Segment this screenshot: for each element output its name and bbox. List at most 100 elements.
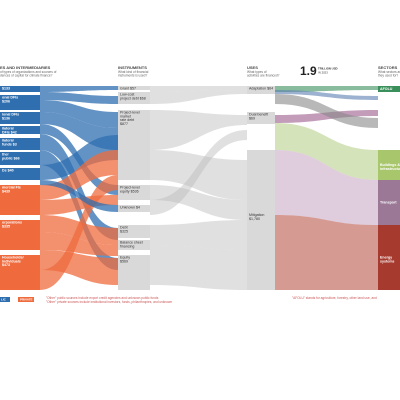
instrument-node xyxy=(118,255,150,290)
sector-node xyxy=(378,86,400,92)
sector-label: systems xyxy=(380,259,394,263)
flow xyxy=(275,123,378,180)
flow xyxy=(150,110,247,150)
legend-public xyxy=(0,297,10,302)
source-node xyxy=(0,185,40,215)
flow xyxy=(275,94,378,128)
instrument-node xyxy=(118,225,150,238)
instrument-label: project debt $68 xyxy=(120,96,146,100)
instrument-label: Low-cost xyxy=(120,92,134,96)
flow xyxy=(40,100,118,128)
source-label: $473 xyxy=(2,263,10,267)
flows xyxy=(40,86,378,290)
instrument-node xyxy=(118,86,150,90)
instrument-label: Balance sheet xyxy=(120,240,143,244)
instrument-node xyxy=(118,185,150,200)
flow xyxy=(275,110,378,123)
legend-private xyxy=(18,297,34,302)
use-label: Adaptation $64 xyxy=(249,86,273,90)
column-title: ES AND INTERMEDIARIES xyxy=(0,65,51,70)
instrument-node xyxy=(118,110,150,180)
flow xyxy=(40,250,118,285)
column-question: What kind of financial xyxy=(118,70,149,74)
column-title: SECTORS xyxy=(378,65,398,70)
total-year: IN 2023 xyxy=(318,71,328,75)
source-label: ther xyxy=(2,152,9,156)
flow xyxy=(150,150,247,200)
source-label: $206 xyxy=(2,99,10,103)
source-node xyxy=(0,86,40,92)
source-label: ional DFIs xyxy=(2,112,19,116)
use-label: $69 xyxy=(249,116,255,120)
sector-node xyxy=(378,225,400,290)
total-unit: TRILLION USD xyxy=(318,67,338,71)
sector-node xyxy=(378,150,400,180)
column-question: of types of organizations and sources of xyxy=(0,70,56,74)
source-label: public $66 xyxy=(2,156,20,160)
use-label: Mitigation xyxy=(249,213,264,217)
instrument-label: Project-level xyxy=(120,110,140,114)
instrument-label: Grant $57 xyxy=(120,86,136,90)
source-label: ilateral xyxy=(2,138,14,142)
source-label: $133 xyxy=(2,86,10,90)
flow xyxy=(40,86,118,92)
legend-public-label: LIC xyxy=(1,297,7,301)
sector-label: AFOLU xyxy=(380,87,393,91)
instrument-label: Debt xyxy=(120,225,128,229)
legend-private-label: PRIVATE xyxy=(20,297,33,301)
sector-label: Energy xyxy=(380,255,392,259)
source-label: Households/ xyxy=(2,255,24,259)
source-label: $335 xyxy=(2,224,10,228)
source-label: $439 xyxy=(2,189,10,193)
total: 1.9 xyxy=(300,64,317,78)
column-question: What types of xyxy=(247,70,267,74)
sector-label: Buildings & xyxy=(380,163,400,167)
source-label: $136 xyxy=(2,116,10,120)
flow xyxy=(40,180,118,212)
column-question: they used for? xyxy=(378,73,398,77)
flow xyxy=(150,185,247,220)
flow xyxy=(275,150,378,225)
sector-label: infrastructure xyxy=(380,167,400,171)
source-label: funds $3 xyxy=(2,142,17,146)
source-node xyxy=(0,95,40,110)
instrument-label: Unknown $4 xyxy=(120,205,140,209)
column-question: dences of capital for climate finance? xyxy=(0,73,53,77)
source-label: onal DFIs xyxy=(2,95,18,99)
source-label: orporations xyxy=(2,220,22,224)
source-node xyxy=(0,112,40,124)
source-node xyxy=(0,138,40,150)
flow xyxy=(40,92,118,104)
instrument-node xyxy=(118,205,150,212)
flow xyxy=(275,90,378,100)
instrument-label: financing xyxy=(120,244,134,248)
instrument-node xyxy=(118,92,150,104)
use-node xyxy=(247,86,275,94)
source-node xyxy=(0,255,40,290)
sector-node xyxy=(378,180,400,225)
flow xyxy=(150,245,247,290)
flow xyxy=(40,232,118,256)
column-question: activities are financed? xyxy=(247,73,280,77)
flow xyxy=(275,86,378,92)
source-node xyxy=(0,168,40,180)
sector-label: Transport xyxy=(380,200,397,204)
source-node xyxy=(0,220,40,250)
source-label: ilateral xyxy=(2,126,14,130)
instrument-label: Equity xyxy=(120,255,130,259)
source-label: mercial FIs xyxy=(2,185,21,189)
column-question: instruments is used? xyxy=(118,73,147,77)
flow xyxy=(150,90,247,104)
nodes: $133 onal DFIs$206 ional DFIs$136 ilateral D… xyxy=(0,86,400,290)
instrument-label: $569 xyxy=(120,259,128,263)
note: "AFOLU" stands for agriculture, forestry… xyxy=(292,296,377,300)
flow xyxy=(150,130,247,215)
use-node xyxy=(247,112,275,124)
column-title: USES xyxy=(247,65,258,70)
use-label: Dual benefit xyxy=(249,112,268,116)
column-question: What sectors are xyxy=(378,70,400,74)
use-label: $1,780 xyxy=(249,217,260,221)
flow xyxy=(40,135,118,180)
instrument-label: market xyxy=(120,114,131,118)
